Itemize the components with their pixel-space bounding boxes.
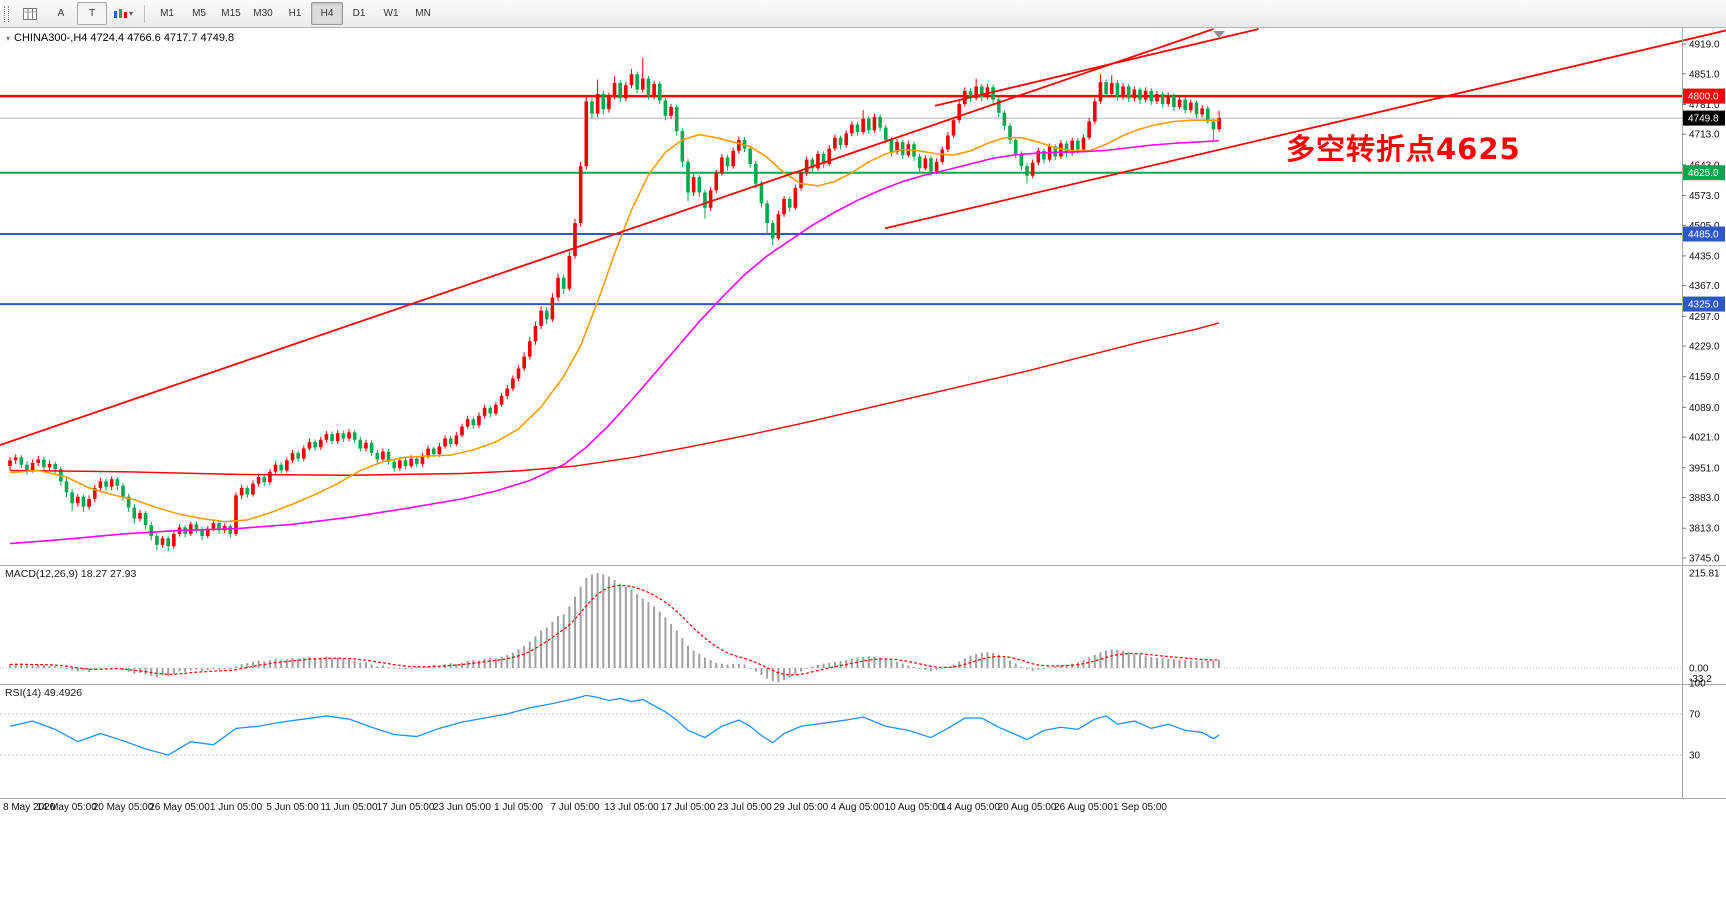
svg-text:17 Jun 05:00: 17 Jun 05:00 — [377, 802, 435, 813]
rsi-line — [9, 694, 1220, 756]
price-axis[interactable]: 4919.04851.04781.04713.04643.04573.04505… — [1682, 40, 1725, 762]
svg-text:4159.0: 4159.0 — [1689, 372, 1720, 383]
svg-text:4485.0: 4485.0 — [1688, 230, 1719, 241]
macd-histogram — [9, 573, 1221, 683]
svg-text:7 Jul 05:00: 7 Jul 05:00 — [551, 802, 600, 813]
macd-indicator-label: MACD(12,26,9) 18.27 27.93 — [5, 568, 137, 580]
objects-button[interactable]: ▾ — [108, 2, 138, 25]
symbol-ohlc-text: CHINA300-,H4 4724.4 4766.6 4717.7 4749.8 — [14, 32, 235, 44]
trendline-1[interactable] — [0, 28, 1214, 446]
svg-text:20 Aug 05:00: 20 Aug 05:00 — [998, 802, 1057, 813]
price-tag — [1683, 165, 1725, 181]
toolbar-grip[interactable] — [4, 5, 9, 22]
svg-text:26 Aug 05:00: 26 Aug 05:00 — [1054, 802, 1113, 813]
svg-text:100: 100 — [1689, 679, 1706, 690]
svg-text:17 Jul 05:00: 17 Jul 05:00 — [661, 802, 716, 813]
svg-text:-33.2: -33.2 — [1689, 674, 1712, 685]
svg-text:23 Jul 05:00: 23 Jul 05:00 — [717, 802, 772, 813]
chevron-down-icon: ▾ — [129, 9, 134, 18]
timeframe-mn[interactable]: MN — [415, 8, 431, 19]
annotation-label[interactable]: 多空转折点4625 — [1286, 132, 1521, 166]
toolbar: A T ▾ M1 M5 M15 M30 H1 H4 D1 W1 MN — [0, 0, 1726, 28]
timeframe-bar: M1 M5 M15 M30 H1 H4 D1 W1 MN — [151, 2, 439, 25]
chart-grid-icon — [23, 7, 37, 20]
svg-text:4 Aug 05:00: 4 Aug 05:00 — [831, 802, 885, 813]
svg-text:8 May 2020: 8 May 2020 — [3, 802, 56, 813]
svg-text:0.00: 0.00 — [1689, 664, 1709, 675]
ma-slow-magenta — [9, 139, 1220, 545]
objects-icon — [114, 9, 127, 18]
svg-text:14 May 05:00: 14 May 05:00 — [36, 802, 97, 813]
ma-fast-orange — [9, 119, 1220, 523]
svg-text:4089.0: 4089.0 — [1689, 403, 1720, 414]
toolbar-separator — [144, 4, 146, 23]
price-tag — [1683, 110, 1725, 126]
svg-text:70: 70 — [1689, 709, 1701, 720]
trendline-3[interactable] — [934, 28, 1259, 107]
svg-text:14 Aug 05:00: 14 Aug 05:00 — [941, 802, 1000, 813]
svg-text:4851.0: 4851.0 — [1689, 69, 1720, 80]
price-tag — [1683, 296, 1725, 312]
svg-text:3883.0: 3883.0 — [1689, 493, 1720, 504]
price-tag — [1683, 226, 1725, 242]
svg-text:29 Jul 05:00: 29 Jul 05:00 — [774, 802, 829, 813]
svg-text:4573.0: 4573.0 — [1689, 191, 1720, 202]
svg-text:5 Jun 05:00: 5 Jun 05:00 — [266, 802, 319, 813]
svg-text:4625.0: 4625.0 — [1688, 168, 1719, 179]
svg-text:3745.0: 3745.0 — [1689, 554, 1720, 565]
chart-marker-icon: ▾ — [6, 33, 11, 43]
timeframe-m30[interactable]: M30 — [253, 8, 273, 19]
timeframe-m1[interactable]: M1 — [160, 8, 174, 19]
svg-text:30: 30 — [1689, 751, 1701, 762]
chart-window: 4919.04851.04781.04713.04643.04573.04505… — [0, 28, 1726, 899]
macd-signal-line — [9, 584, 1220, 676]
rsi-indicator-label: RSI(14) 49.4926 — [5, 687, 83, 699]
svg-text:13 Jul 05:00: 13 Jul 05:00 — [604, 802, 659, 813]
timeframe-d1[interactable]: D1 — [352, 8, 366, 19]
ma-long-red — [9, 322, 1220, 476]
chart-grid-button[interactable] — [15, 2, 45, 25]
timeframe-m5[interactable]: M5 — [192, 8, 206, 19]
trendline-2[interactable] — [884, 29, 1726, 230]
svg-text:11 Jun 05:00: 11 Jun 05:00 — [320, 802, 378, 813]
svg-text:215.81: 215.81 — [1689, 569, 1720, 580]
svg-text:4781.0: 4781.0 — [1689, 100, 1720, 111]
svg-text:1 Jun 05:00: 1 Jun 05:00 — [210, 802, 263, 813]
svg-text:4435.0: 4435.0 — [1689, 251, 1720, 262]
svg-text:23 Jun 05:00: 23 Jun 05:00 — [433, 802, 491, 813]
timeframe-m15[interactable]: M15 — [221, 8, 241, 19]
chart-shift-marker-icon[interactable] — [1213, 31, 1225, 38]
price-tag — [1683, 88, 1725, 104]
svg-text:10 Aug 05:00: 10 Aug 05:00 — [885, 802, 944, 813]
svg-text:4297.0: 4297.0 — [1689, 312, 1720, 323]
svg-text:1 Sep 05:00: 1 Sep 05:00 — [1113, 802, 1167, 813]
symbol-header: ▾ CHINA300-,H4 4724.4 4766.6 4717.7 4749… — [6, 32, 234, 44]
svg-text:20 May 05:00: 20 May 05:00 — [93, 802, 154, 813]
timeframe-w1[interactable]: W1 — [383, 8, 399, 19]
chart-canvas[interactable]: 4919.04851.04781.04713.04643.04573.04505… — [0, 28, 1726, 899]
svg-text:4325.0: 4325.0 — [1688, 300, 1719, 311]
svg-text:4749.8: 4749.8 — [1688, 114, 1719, 125]
svg-text:4713.0: 4713.0 — [1689, 130, 1720, 141]
svg-text:4919.0: 4919.0 — [1689, 40, 1720, 51]
timeframe-h1[interactable]: H1 — [288, 8, 302, 19]
font-a-button[interactable]: A — [57, 8, 65, 19]
svg-text:3951.0: 3951.0 — [1689, 463, 1720, 474]
text-tool-button[interactable]: T — [77, 2, 107, 25]
svg-text:4800.0: 4800.0 — [1688, 92, 1719, 103]
svg-text:1 Jul 05:00: 1 Jul 05:00 — [494, 802, 543, 813]
svg-text:26 May 05:00: 26 May 05:00 — [149, 802, 210, 813]
svg-text:4367.0: 4367.0 — [1689, 281, 1720, 292]
candles-layer — [8, 57, 1221, 552]
svg-text:4229.0: 4229.0 — [1689, 342, 1720, 353]
svg-text:4505.0: 4505.0 — [1689, 221, 1720, 232]
timeframe-h4[interactable]: H4 — [311, 2, 344, 25]
svg-text:3813.0: 3813.0 — [1689, 524, 1720, 535]
svg-text:4021.0: 4021.0 — [1689, 433, 1720, 444]
